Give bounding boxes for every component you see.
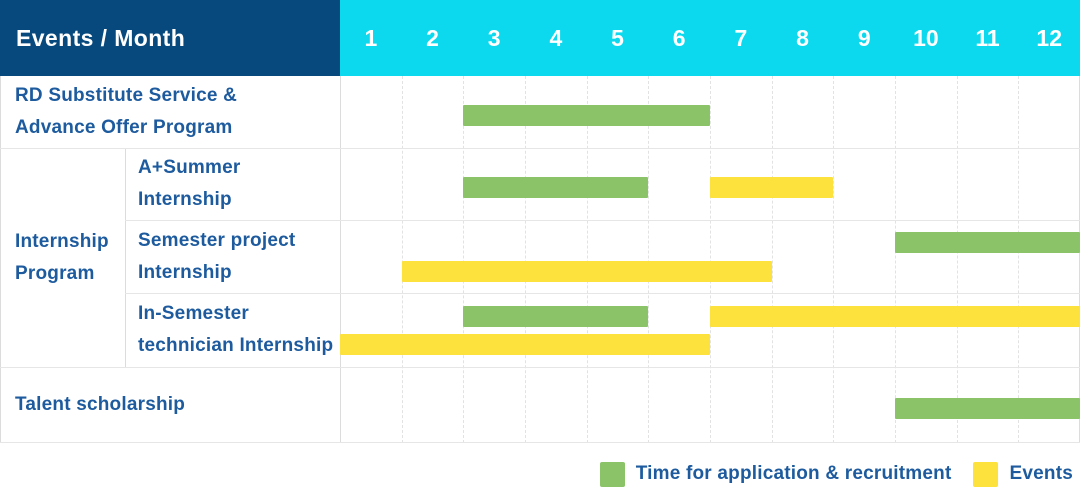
grid-line-vertical xyxy=(587,76,588,443)
month-header-2: 2 xyxy=(426,24,439,51)
row-label-talent-scholarship: Talent scholarship xyxy=(0,367,338,443)
legend-item-application: Time for application & recruitment xyxy=(599,461,952,487)
month-header-8: 8 xyxy=(796,24,809,51)
events-month-header-cell: Events / Month xyxy=(0,0,340,76)
row-label-line: Semester project xyxy=(138,229,296,251)
grid-line-vertical xyxy=(463,76,464,443)
month-header-1: 1 xyxy=(364,24,378,51)
row-label-line: Internship xyxy=(15,230,109,252)
row-label-line: Program xyxy=(15,262,95,284)
gantt-bar-a-plus-summer-internship-events-m7-m8 xyxy=(710,176,834,198)
month-header-11: 11 xyxy=(975,24,1000,51)
grid-line-horizontal xyxy=(0,367,1080,368)
month-header-3: 3 xyxy=(487,24,501,51)
row-label-a-plus-summer-internship: A+Summer Internship xyxy=(125,148,338,220)
gantt-bar-in-semester-technician-internship-events-m7-m12 xyxy=(710,305,1080,327)
row-label-line: Internship xyxy=(138,189,232,210)
month-header-5: 5 xyxy=(611,24,624,51)
row-label-rd-substitute-service: RD Substitute Service & Advance Offer Pro… xyxy=(0,76,338,148)
gantt-bar-semester-project-internship-events-m2-m7 xyxy=(401,260,772,282)
grid-line-horizontal xyxy=(0,148,1080,149)
chart-title: Events / Month xyxy=(16,24,186,51)
legend-label-events: Events xyxy=(1009,463,1073,484)
row-label-internship-program: Internship Program xyxy=(0,148,125,367)
month-header-9: 9 xyxy=(857,24,871,51)
row-label-in-semester-technician-internship: In-Semester technician Internship xyxy=(125,293,338,367)
grid-line-vertical xyxy=(1018,76,1019,443)
grid-line-vertical xyxy=(957,76,958,443)
row-label-line: RD Substitute Service & xyxy=(15,85,238,106)
gantt-bar-a-plus-summer-internship-application-m3-m5 xyxy=(463,176,649,198)
row-label-line: In-Semester xyxy=(138,303,249,324)
row-label-line: Internship xyxy=(138,261,232,283)
gantt-bar-in-semester-technician-internship-application-m3-m5 xyxy=(463,305,649,327)
legend-label-application: Time for application & recruitment xyxy=(635,463,952,484)
row-label-line: A+Summer xyxy=(138,157,241,178)
month-header-7: 7 xyxy=(734,24,748,51)
grid-line-vertical xyxy=(0,76,1,443)
legend-swatch-application xyxy=(599,461,625,487)
month-header-6: 6 xyxy=(672,24,686,51)
row-label-line: Talent scholarship xyxy=(15,394,186,415)
grid-line-horizontal xyxy=(0,442,1080,443)
grid-line-horizontal xyxy=(125,220,1080,221)
grid-line-vertical xyxy=(710,76,711,443)
row-label-line: Advance Offer Program xyxy=(15,117,233,138)
legend: Time for application & recruitment Events xyxy=(599,459,1073,489)
grid-line-vertical xyxy=(525,76,526,443)
gantt-bar-semester-project-internship-application-m10-m12 xyxy=(895,232,1080,253)
legend-swatch-events xyxy=(973,461,999,487)
row-label-line: technician Internship xyxy=(138,335,334,356)
month-header-row: 1 2 3 4 5 6 7 8 9 10 11 12 xyxy=(340,0,1080,76)
row-label-semester-project-internship: Semester project Internship xyxy=(125,220,338,293)
gantt-bar-in-semester-technician-internship-events-m1-m6 xyxy=(340,334,710,355)
grid-line-vertical xyxy=(833,76,834,443)
legend-item-events: Events xyxy=(973,461,1073,487)
grid-line-vertical xyxy=(772,76,773,443)
gantt-bar-talent-scholarship-application-m10-m12 xyxy=(895,397,1080,419)
grid-line-horizontal xyxy=(125,293,1080,294)
gantt-bar-rd-substitute-service-application-m3-m6 xyxy=(463,104,710,126)
month-header-4: 4 xyxy=(549,24,563,51)
month-header-10: 10 xyxy=(913,24,939,51)
grid-line-vertical xyxy=(895,76,896,443)
grid-line-vertical xyxy=(340,76,341,443)
grid-line-vertical xyxy=(402,76,403,443)
grid-line-vertical xyxy=(648,76,649,443)
grid-line-vertical xyxy=(125,148,126,367)
month-header-12: 12 xyxy=(1036,24,1063,51)
